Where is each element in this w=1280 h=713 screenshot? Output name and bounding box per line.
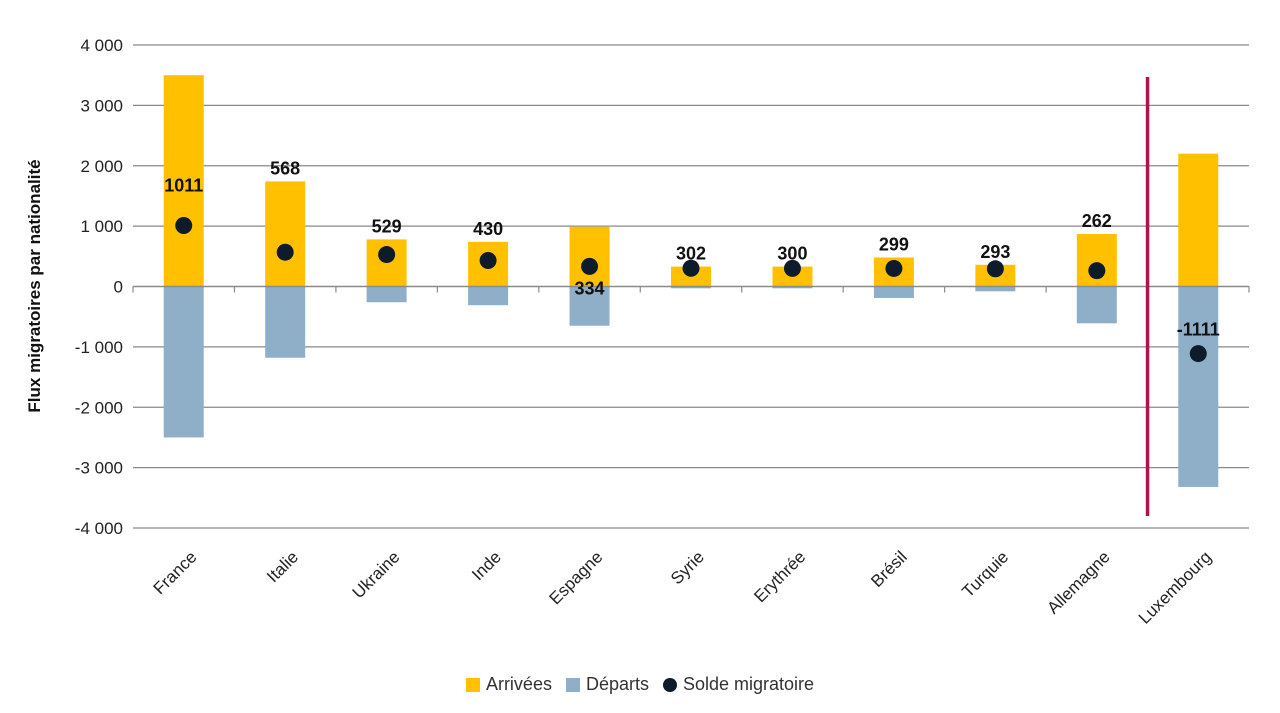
legend-label-departs: Départs — [585, 674, 649, 694]
legend: Arrivées Départs Solde migratoire — [0, 674, 1280, 695]
x-tick-label: Espagne — [545, 547, 606, 608]
data-label: 262 — [1082, 211, 1112, 231]
y-tick-label: -3 000 — [75, 459, 123, 478]
bar-departs — [873, 286, 914, 298]
data-label: 299 — [879, 235, 909, 255]
data-label: 293 — [980, 242, 1010, 262]
y-tick-label: -1 000 — [75, 338, 123, 357]
solde-dot — [682, 259, 700, 277]
solde-dot — [175, 216, 193, 234]
data-label: 529 — [372, 216, 402, 236]
y-tick-label: -4 000 — [75, 519, 123, 538]
y-tick-label: 1 000 — [80, 217, 123, 236]
y-tick-label: 4 000 — [80, 36, 123, 55]
data-labels: 1011 568 529 430 334 302 300 299 293 262 -1111 — [164, 158, 1220, 339]
gridlines — [133, 44, 1249, 529]
data-label: 334 — [575, 278, 605, 298]
x-tick-label: Ukraine — [349, 547, 404, 602]
y-axis-title: Flux migratoires par nationalité — [25, 159, 44, 412]
bar-arrivees — [163, 75, 204, 287]
data-label: 430 — [473, 219, 503, 239]
legend-swatch-arrivees — [465, 677, 480, 692]
x-tick-label: Luxembourg — [1135, 547, 1215, 627]
data-label: 302 — [676, 244, 706, 264]
data-label: -1111 — [1177, 320, 1220, 340]
bar-departs — [468, 286, 509, 306]
y-tick-label: 3 000 — [80, 96, 123, 115]
x-tick-label: Brésil — [867, 547, 910, 590]
legend-swatch-departs — [565, 677, 580, 692]
bar-arrivees — [1178, 153, 1219, 287]
solde-dot — [885, 259, 903, 277]
solde-dot — [1189, 345, 1207, 363]
solde-dot — [1088, 262, 1106, 280]
x-axis-labels: France Italie Ukraine Inde Espagne Syrie Eryth… — [150, 547, 1215, 627]
x-tick-label: Turquie — [958, 547, 1012, 601]
bar-departs — [1076, 286, 1117, 324]
x-tick-label: Syrie — [667, 547, 708, 588]
legend-label-arrivees: Arrivées — [485, 674, 552, 694]
bar-departs — [671, 286, 711, 289]
solde-dot — [479, 252, 497, 270]
bar-departs — [1178, 286, 1219, 487]
x-tick-label: France — [150, 547, 201, 598]
bars — [163, 75, 1219, 487]
data-label: 300 — [777, 244, 807, 264]
y-tick-label: 2 000 — [80, 157, 123, 176]
legend-label-solde: Solde migratoire — [682, 674, 815, 694]
legend-swatch-solde — [662, 677, 677, 692]
bar-departs — [975, 286, 1016, 292]
bar-departs — [265, 286, 306, 358]
y-tick-label: -2 000 — [75, 398, 123, 417]
bar-arrivees — [569, 226, 610, 287]
bar-departs — [569, 286, 610, 326]
bar-departs — [366, 286, 407, 303]
solde-dot — [986, 260, 1004, 278]
bar-departs — [772, 286, 813, 289]
balance-dots — [175, 216, 1207, 363]
x-tick-label: Italie — [263, 547, 302, 586]
bar-arrivees — [265, 181, 306, 287]
solde-dot — [276, 243, 294, 261]
x-tick-label: Inde — [468, 547, 505, 584]
bar-departs — [163, 286, 204, 438]
legend-item-arrivees: Arrivées — [465, 674, 552, 695]
data-label: 1011 — [164, 175, 203, 195]
solde-dot — [378, 246, 396, 264]
y-tick-label: 0 — [114, 278, 123, 297]
solde-dot — [581, 257, 599, 275]
legend-item-departs: Départs — [565, 674, 649, 695]
solde-dot — [783, 259, 801, 277]
x-tick-label: Allemagne — [1043, 547, 1113, 617]
x-tick-label: Erythrée — [750, 547, 809, 606]
legend-item-solde: Solde migratoire — [662, 674, 815, 695]
data-label: 568 — [270, 158, 300, 178]
y-axis-ticks: 4 000 3 000 2 000 1 000 0 -1 000 -2 000 -3 000 -… — [75, 36, 123, 538]
